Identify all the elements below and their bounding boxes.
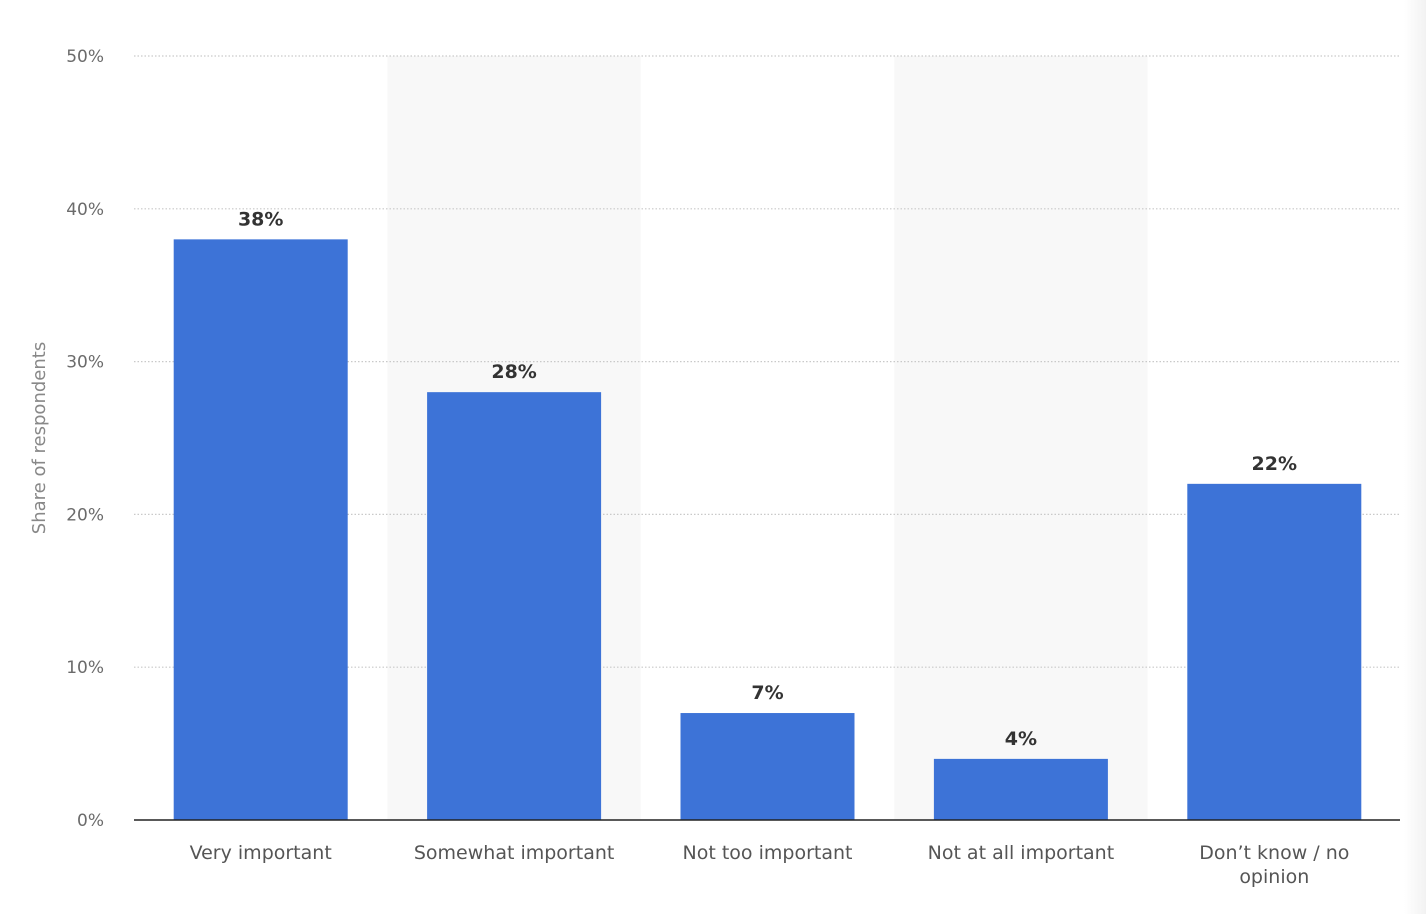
bar (427, 392, 602, 820)
category-band (894, 56, 1148, 820)
data-label: 4% (1005, 728, 1037, 750)
data-label: 38% (238, 208, 283, 230)
x-tick-label: Don’t know / no opinion (1199, 842, 1349, 888)
y-tick-label: 30% (66, 353, 104, 373)
x-axis-ticks: Very important Somewhat important Not too … (190, 842, 1350, 888)
data-label: 28% (491, 361, 536, 383)
y-axis-ticks: 0% 10% 20% 30% 40% 50% (66, 47, 104, 831)
x-tick-label: Somewhat important (414, 842, 614, 864)
x-tick-label: Very important (190, 842, 332, 864)
x-tick-label: Not too important (683, 842, 853, 864)
y-tick-label: 20% (66, 505, 104, 525)
data-label: 7% (751, 682, 783, 704)
y-tick-label: 40% (66, 200, 104, 220)
bar (680, 713, 855, 820)
bar (173, 239, 348, 821)
x-tick-label: Not at all important (928, 842, 1115, 864)
bar (933, 758, 1108, 820)
data-labels: 38% 28% 7% 4% 22% (238, 208, 1297, 750)
data-label: 22% (1252, 453, 1297, 475)
y-tick-label: 0% (77, 811, 104, 831)
bars (173, 239, 1362, 821)
y-tick-label: 10% (66, 658, 104, 678)
y-axis-label: Share of respondents (29, 342, 50, 534)
y-tick-label: 50% (66, 47, 104, 67)
bar (1187, 483, 1362, 820)
